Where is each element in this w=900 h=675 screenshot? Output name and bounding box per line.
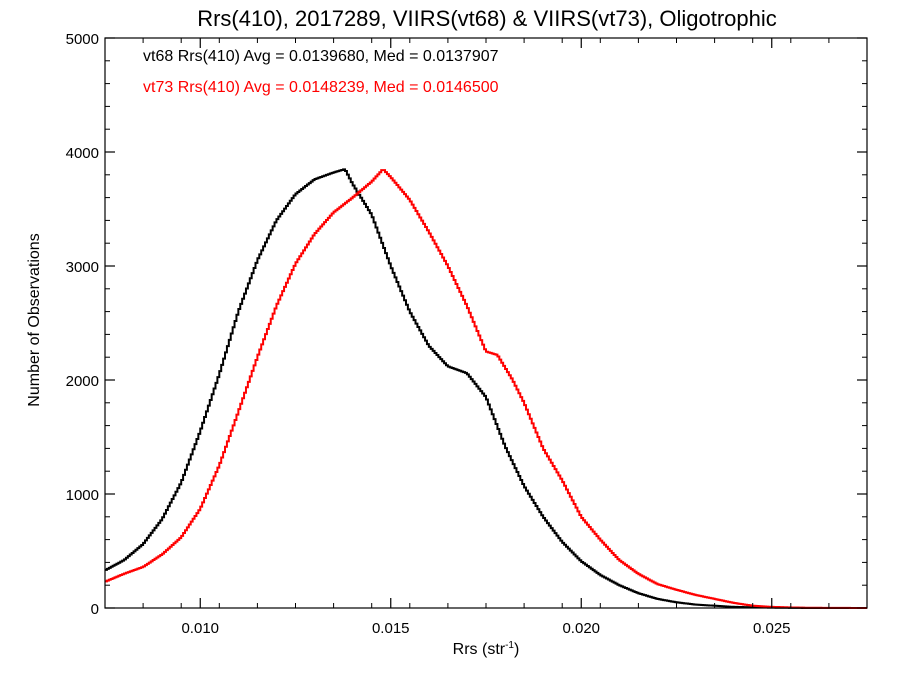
legend-entry-vt68: vt68 Rrs(410) Avg = 0.0139680, Med = 0.0… — [143, 48, 499, 65]
y-tick-label: 2000 — [66, 373, 99, 390]
x-axis-label: Rrs (str-1) — [453, 640, 520, 658]
y-tick-label: 1000 — [66, 487, 99, 504]
series-line-vt73 — [105, 169, 867, 609]
legend: vt68 Rrs(410) Avg = 0.0139680, Med = 0.0… — [143, 48, 499, 96]
y-tick-label: 0 — [91, 601, 99, 618]
plot-area: 0.010 0.015 0.020 0.025 0 1000 2000 3000 4000 500… — [66, 31, 868, 637]
y-tick-label: 5000 — [66, 31, 99, 48]
y-tick-label: 4000 — [66, 145, 99, 162]
chart-title: Rrs(410), 2017289, VIIRS(vt68) & VIIRS(v… — [197, 6, 777, 31]
y-axis-label: Number of Observations — [26, 233, 43, 406]
series-line-vt68 — [105, 168, 867, 609]
legend-entry-vt73: vt73 Rrs(410) Avg = 0.0148239, Med = 0.0… — [143, 79, 499, 96]
y-tick-label: 3000 — [66, 259, 99, 276]
x-tick-label: 0.020 — [562, 620, 600, 637]
x-tick-label: 0.025 — [753, 620, 791, 637]
x-tick-label: 0.010 — [181, 620, 219, 637]
x-tick-label: 0.015 — [372, 620, 410, 637]
ticks-layer: 0.010 0.015 0.020 0.025 0 1000 2000 3000 4000 500… — [66, 31, 867, 637]
plot-frame — [104, 37, 868, 609]
series-layer — [105, 168, 867, 609]
